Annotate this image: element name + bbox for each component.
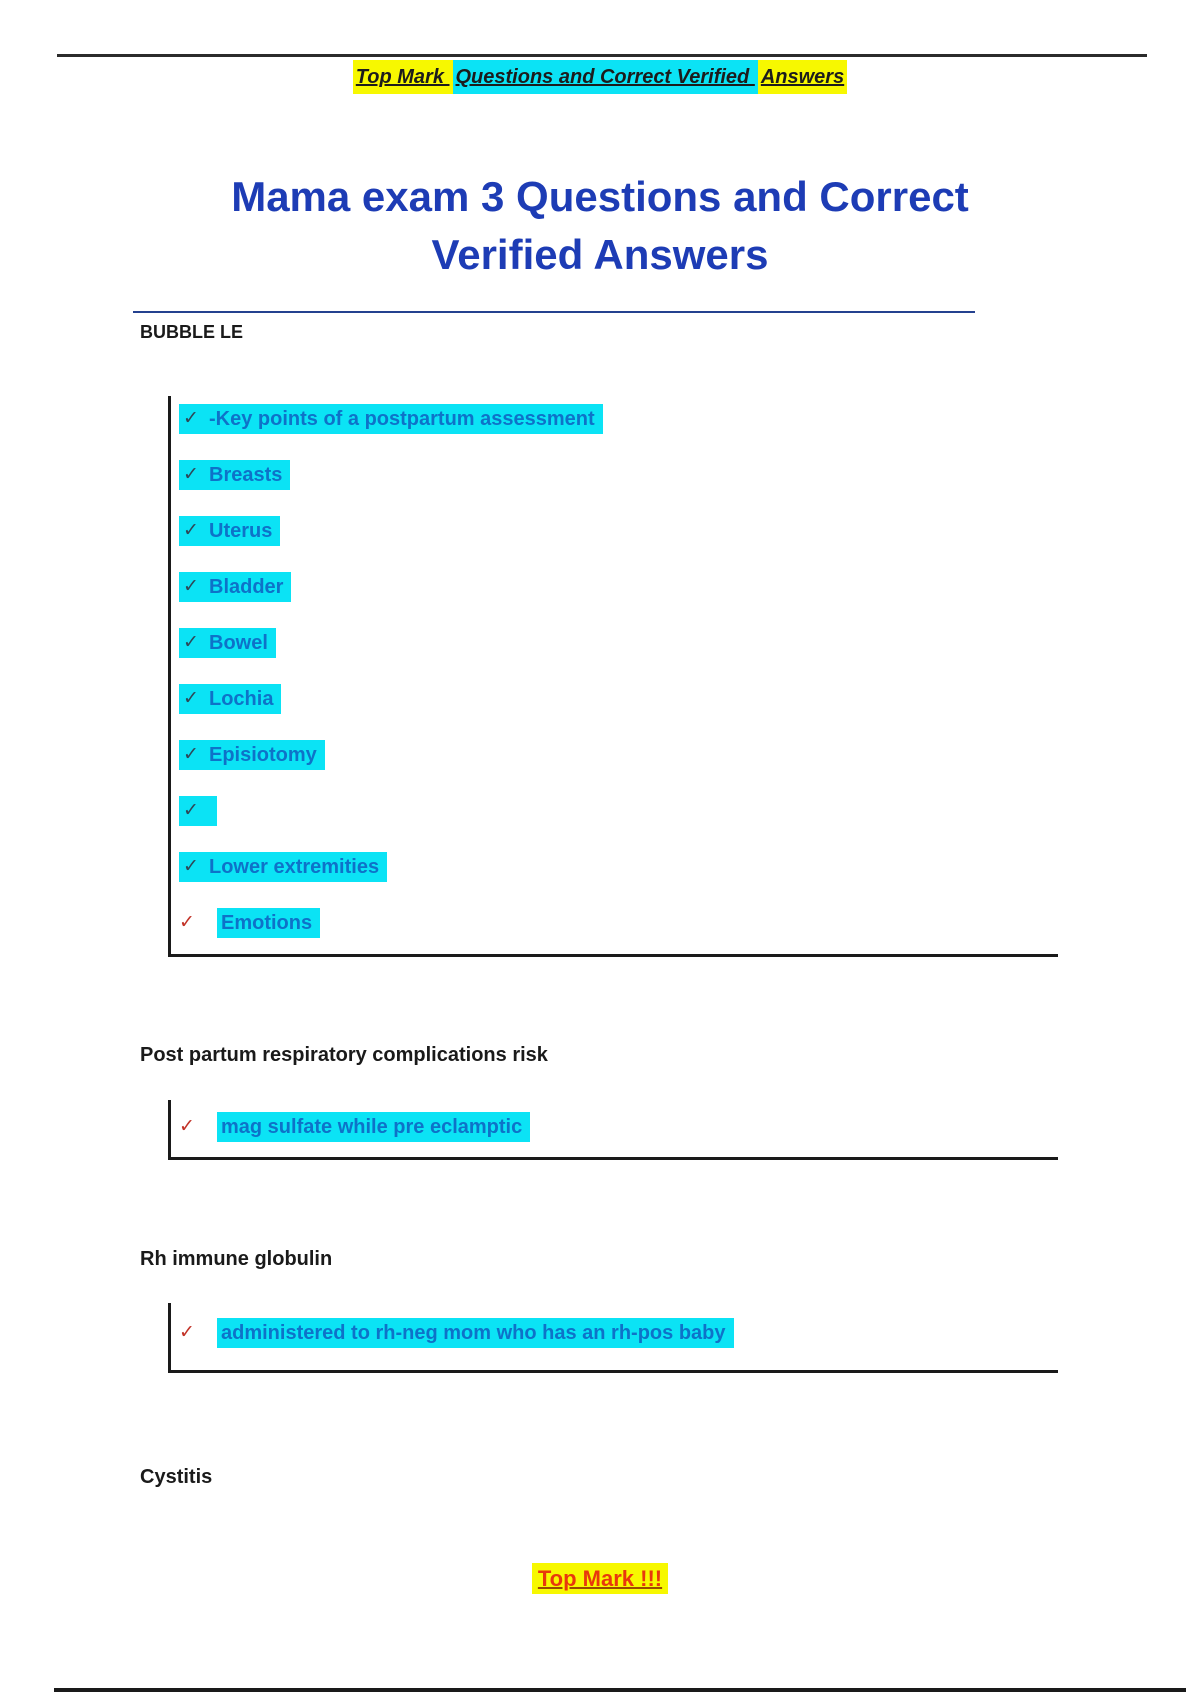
- check-icon: ✓: [183, 800, 199, 821]
- check-icon: ✓: [183, 632, 199, 653]
- page-title-line2: Verified Answers: [431, 231, 769, 278]
- answer-highlight: ✓ -Key points of a postpartum assessment: [179, 404, 603, 434]
- top-rule: [57, 54, 1147, 57]
- answer-highlight: ✓ Lower extremities: [179, 852, 388, 882]
- answer-highlight: Emotions: [217, 908, 321, 938]
- answer-box-postpartum: ✓ mag sulfate while pre eclamptic: [168, 1100, 1058, 1160]
- checklist-row: ✓ Uterus: [179, 516, 1058, 546]
- answer-label: administered to rh-neg mom who has an rh…: [221, 1321, 726, 1344]
- section-heading-cystitis: Cystitis: [140, 1466, 213, 1488]
- check-icon: ✓: [179, 1322, 195, 1343]
- checklist-row: ✓ Bladder: [179, 572, 1058, 602]
- header-highlight-answers: Answers: [757, 60, 848, 94]
- answer-highlight: ✓: [179, 796, 217, 826]
- footer-brand-text: Top Mark !!!: [531, 1563, 669, 1594]
- section-heading-bubble-le: BUBBLE LE: [140, 322, 243, 342]
- checklist-row: ✓ Breasts: [179, 460, 1058, 490]
- header-strip: Top Mark Questions and Correct Verified …: [0, 60, 1200, 94]
- answer-highlight: ✓ Bowel: [179, 628, 276, 658]
- check-icon: ✓: [179, 912, 195, 933]
- check-icon: ✓: [183, 408, 199, 429]
- answer-label: Uterus: [209, 519, 273, 542]
- answer-row: ✓ administered to rh-neg mom who has an r…: [179, 1318, 1058, 1348]
- answer-label: Bowel: [209, 631, 268, 654]
- title-underline: [133, 311, 975, 313]
- answer-highlight: ✓ Uterus: [179, 516, 281, 546]
- section-heading-postpartum-risk: Post partum respiratory complications ri…: [140, 1044, 548, 1066]
- header-highlight-questions: Questions and Correct Verified: [452, 60, 758, 94]
- answer-highlight: ✓ Breasts: [179, 460, 291, 490]
- answer-label: mag sulfate while pre eclamptic: [221, 1115, 523, 1138]
- answer-highlight: ✓ Bladder: [179, 572, 292, 602]
- page-title-line1: Mama exam 3 Questions and Correct: [231, 173, 969, 220]
- answer-highlight: ✓ Lochia: [179, 684, 282, 714]
- answer-label: Bladder: [209, 575, 284, 598]
- check-icon: ✓: [183, 856, 199, 877]
- answer-label: -Key points of a postpartum assessment: [209, 407, 595, 430]
- checklist-row-empty: ✓: [179, 796, 1058, 826]
- page-title: Mama exam 3 Questions and Correct Verifi…: [0, 168, 1200, 284]
- check-icon: ✓: [183, 520, 199, 541]
- answer-label: Lower extremities: [209, 855, 380, 878]
- checklist-row: ✓ Lower extremities: [179, 852, 1058, 882]
- answer-label: Lochia: [209, 687, 274, 710]
- answer-box-rh: ✓ administered to rh-neg mom who has an r…: [168, 1303, 1058, 1373]
- checklist-row: ✓ Lochia: [179, 684, 1058, 714]
- answer-highlight: ✓ Episiotomy: [179, 740, 325, 770]
- check-icon: ✓: [179, 1116, 195, 1137]
- check-icon: ✓: [183, 688, 199, 709]
- checklist-box: ✓ -Key points of a postpartum assessment …: [168, 396, 1058, 957]
- checklist-row: ✓ Bowel: [179, 628, 1058, 658]
- footer-brand: Top Mark !!!: [0, 1563, 1200, 1594]
- check-icon: ✓: [183, 744, 199, 765]
- answer-row: ✓ mag sulfate while pre eclamptic: [179, 1112, 1058, 1142]
- check-icon: ✓: [183, 576, 199, 597]
- check-icon: ✓: [183, 464, 199, 485]
- answer-highlight: administered to rh-neg mom who has an rh…: [217, 1318, 734, 1348]
- answer-label: Episiotomy: [209, 743, 317, 766]
- answer-highlight: mag sulfate while pre eclamptic: [217, 1112, 531, 1142]
- header-highlight-topmark: Top Mark: [352, 60, 453, 94]
- checklist-row: ✓ -Key points of a postpartum assessment: [179, 404, 1058, 434]
- section-heading-rh-immune: Rh immune globulin: [140, 1248, 333, 1270]
- bottom-rule: [54, 1688, 1186, 1692]
- answer-label: Emotions: [221, 911, 313, 934]
- checklist-row: ✓ Episiotomy: [179, 740, 1058, 770]
- answer-label: Breasts: [209, 463, 283, 486]
- checklist-row: ✓ Emotions: [179, 908, 1058, 938]
